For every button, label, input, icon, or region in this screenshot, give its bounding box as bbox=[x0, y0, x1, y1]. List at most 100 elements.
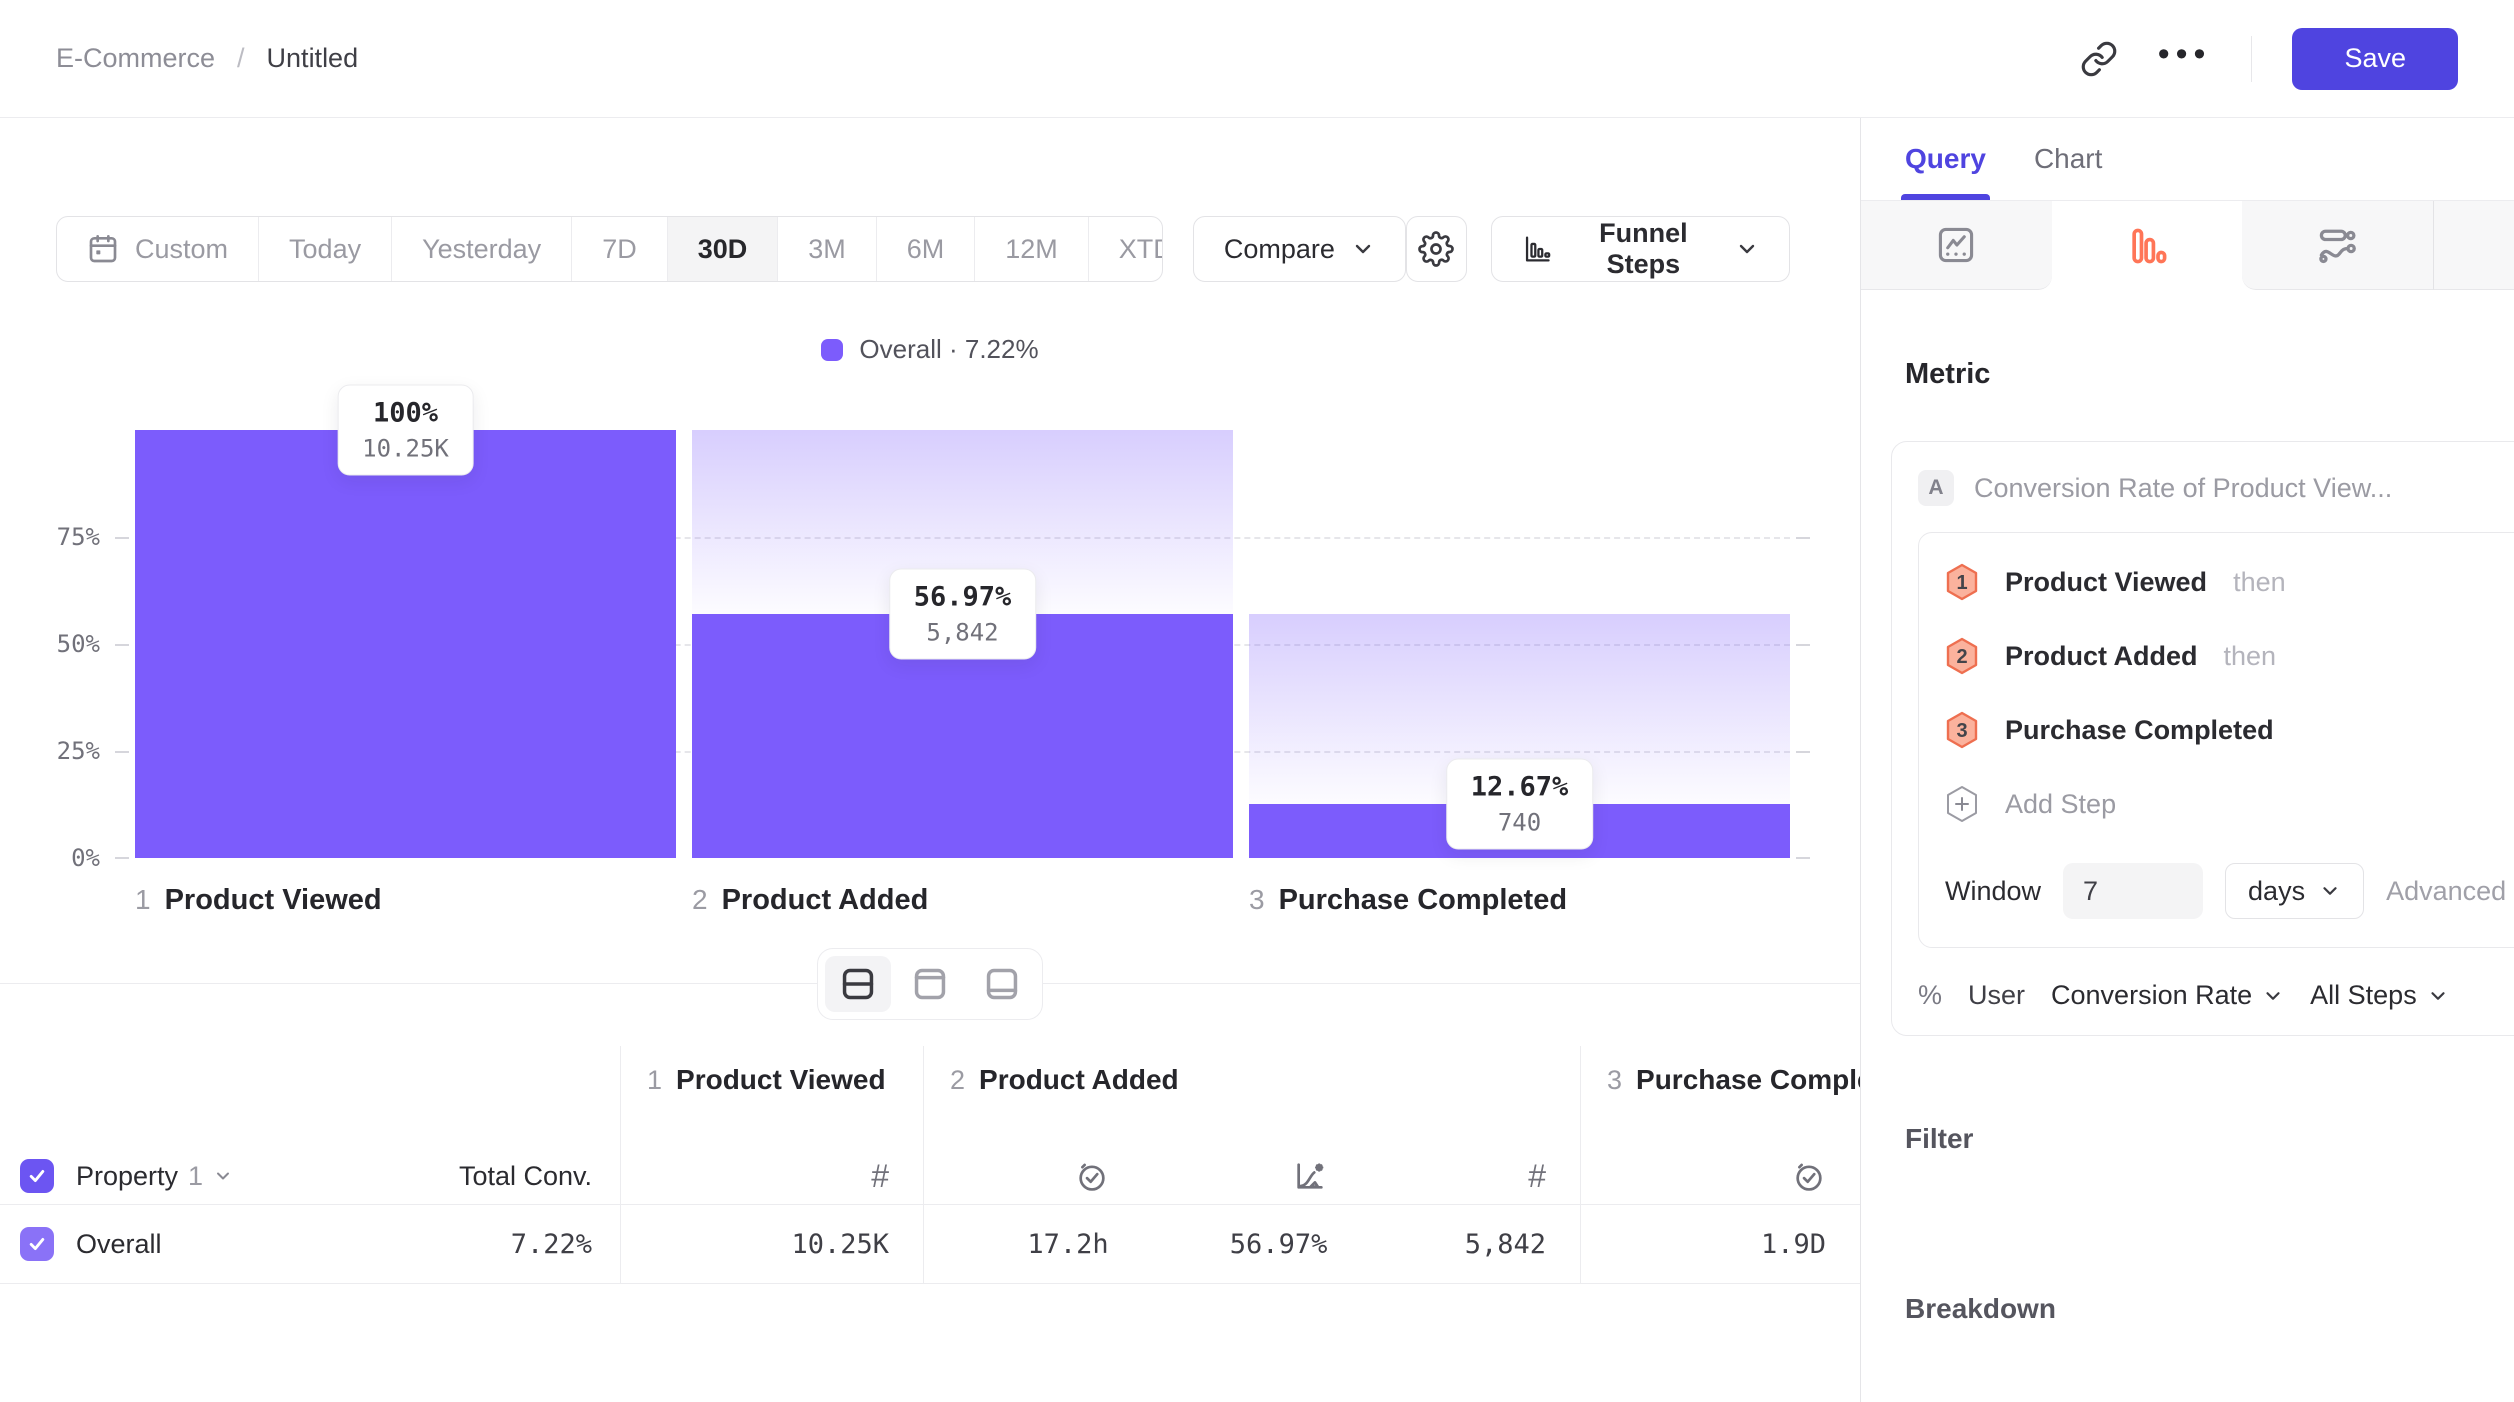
date-range-custom[interactable]: Custom bbox=[57, 217, 258, 281]
date-range-3m[interactable]: 3M bbox=[777, 217, 876, 281]
count-icon: # bbox=[1528, 1157, 1547, 1194]
step-name: Purchase Completed bbox=[1278, 884, 1568, 916]
avg-time-metric-header[interactable] bbox=[924, 1159, 1143, 1193]
bar-value-badge: 56.97% 5,842 bbox=[888, 568, 1037, 660]
date-range-today[interactable]: Today bbox=[258, 217, 391, 281]
chart-type-funnels-selected[interactable] bbox=[2051, 201, 2243, 290]
row-name: Overall bbox=[76, 1228, 162, 1259]
gridline-75 bbox=[135, 537, 1790, 539]
layout-toggle-group bbox=[817, 948, 1043, 1020]
date-range-xtd[interactable]: XTD bbox=[1087, 217, 1162, 281]
avg-time-metric-header[interactable] bbox=[1581, 1159, 1860, 1193]
add-step-label: Add Step bbox=[2005, 788, 2117, 819]
compare-button[interactable]: Compare bbox=[1192, 216, 1406, 282]
select-all-checkbox[interactable] bbox=[20, 1159, 54, 1193]
legend-swatch bbox=[821, 338, 844, 361]
step-name: Product Viewed bbox=[164, 884, 382, 916]
table-header-step-2: 2 Product Added # bbox=[924, 1046, 1580, 1204]
topbar-divider bbox=[2251, 35, 2253, 82]
chevron-down-icon bbox=[217, 1172, 230, 1180]
step-number: 3 bbox=[1249, 884, 1265, 915]
metric-series-row[interactable]: A Conversion Rate of Product View... bbox=[1918, 470, 2514, 506]
count-metric-header[interactable]: # bbox=[1361, 1158, 1580, 1195]
chevron-down-icon bbox=[2431, 991, 2445, 1000]
date-range-12m[interactable]: 12M bbox=[974, 217, 1088, 281]
date-range-label: Yesterday bbox=[422, 233, 542, 264]
table-header-step-1: 1 Product Viewed # bbox=[621, 1046, 923, 1204]
breadcrumb-report-title[interactable]: Untitled bbox=[266, 43, 359, 73]
tab-chart[interactable]: Chart bbox=[2033, 143, 2103, 174]
funnel-step-2[interactable]: 2 Product Added then bbox=[1945, 637, 2514, 675]
funnel-step-1[interactable]: 1 Product Viewed then bbox=[1945, 563, 2514, 601]
date-range-6m[interactable]: 6M bbox=[875, 217, 975, 281]
table-row-overall[interactable]: Overall 7.22% bbox=[0, 1204, 620, 1284]
funnel-step-3[interactable]: 3 Purchase Completed bbox=[1945, 711, 2514, 749]
top-panel-icon bbox=[914, 968, 946, 1000]
chart-view-selector[interactable]: Funnel Steps bbox=[1490, 216, 1790, 282]
measure-entity[interactable]: User bbox=[1968, 980, 2026, 1010]
gear-icon bbox=[1418, 231, 1455, 267]
y-tick bbox=[1796, 857, 1810, 859]
step-then-label: then bbox=[2233, 566, 2286, 597]
count-icon: # bbox=[871, 1157, 889, 1194]
date-range-30d-selected[interactable]: 30D bbox=[666, 217, 778, 281]
svg-text:2: 2 bbox=[1956, 646, 1967, 668]
y-tick bbox=[1796, 751, 1810, 753]
funnel-chart: 75% 50% 25% 0% 100% 10.25K bbox=[57, 384, 1810, 917]
date-range-7d[interactable]: 7D bbox=[571, 217, 667, 281]
tab-query[interactable]: Query bbox=[1901, 118, 1990, 200]
metric-card: A Conversion Rate of Product View... 1 P… bbox=[1891, 441, 2514, 1036]
flows-icon bbox=[2319, 229, 2357, 264]
conversion-rate-metric-header[interactable] bbox=[1143, 1159, 1362, 1193]
advanced-toggle[interactable]: Advanced bbox=[2386, 876, 2514, 907]
copy-link-icon[interactable] bbox=[2080, 40, 2118, 78]
date-range-group: Custom Today Yesterday 7D 30D 3M 6M 12M … bbox=[56, 216, 1163, 282]
window-unit-select[interactable]: days bbox=[2225, 863, 2365, 919]
x-axis-step-1: 1 Product Viewed bbox=[135, 884, 676, 917]
breadcrumb-separator: / bbox=[237, 43, 245, 73]
more-actions-icon[interactable]: ••• bbox=[2157, 34, 2212, 73]
bar-count-label: 740 bbox=[1497, 808, 1542, 837]
column-step-name: Product Added bbox=[979, 1064, 1179, 1095]
save-button[interactable]: Save bbox=[2292, 27, 2458, 90]
chart-type-insights[interactable] bbox=[1861, 201, 2052, 290]
property-selector-label[interactable]: Property bbox=[76, 1160, 179, 1191]
date-range-yesterday[interactable]: Yesterday bbox=[391, 217, 571, 281]
chart-type-more[interactable] bbox=[2432, 201, 2514, 290]
row-checkbox[interactable] bbox=[20, 1227, 54, 1261]
add-step-button[interactable]: Add Step bbox=[1945, 785, 2514, 823]
compare-label: Compare bbox=[1223, 233, 1335, 264]
funnel-bar-step-1[interactable]: 100% 10.25K bbox=[135, 384, 676, 858]
count-metric-header[interactable]: # bbox=[621, 1158, 923, 1195]
funnel-bar-step-3[interactable]: 12.67% 740 bbox=[1249, 430, 1790, 858]
check-icon bbox=[29, 1238, 45, 1250]
step-event-name: Product Added bbox=[2005, 640, 2198, 671]
measure-type-dropdown[interactable]: Conversion Rate bbox=[2051, 980, 2284, 1011]
x-axis-step-2: 2 Product Added bbox=[692, 884, 1233, 917]
layout-chart-only-button[interactable] bbox=[897, 956, 963, 1012]
more-charts-icon bbox=[2507, 223, 2514, 267]
bar-value-badge: 100% 10.25K bbox=[337, 384, 474, 476]
layout-table-only-button[interactable] bbox=[969, 956, 1035, 1012]
chart-type-flows[interactable] bbox=[2242, 201, 2433, 290]
bar-count-label: 10.25K bbox=[362, 434, 449, 463]
funnel-table: Property 1 Total Conv. Overall 7.22% bbox=[0, 1046, 1860, 1284]
measure-scope-dropdown[interactable]: All Steps bbox=[2310, 980, 2449, 1011]
step-1-count: 10.25K bbox=[791, 1228, 889, 1260]
y-axis-label: 75% bbox=[56, 523, 100, 551]
series-title: Conversion Rate of Product View... bbox=[1974, 472, 2393, 503]
chart-legend: Overall · 7.22% bbox=[0, 334, 1860, 365]
funnel-chart-icon bbox=[1525, 236, 1550, 262]
step-number-badge: 3 bbox=[1946, 711, 1978, 749]
layout-split-view-button[interactable] bbox=[825, 956, 891, 1012]
funnel-bar-step-2[interactable]: 56.97% 5,842 bbox=[692, 430, 1233, 858]
y-axis-label: 50% bbox=[56, 630, 100, 658]
breadcrumb-project[interactable]: E-Commerce bbox=[56, 43, 216, 73]
date-range-label: 6M bbox=[906, 233, 945, 264]
window-value-input[interactable] bbox=[2063, 863, 2204, 919]
chart-settings-button[interactable] bbox=[1405, 216, 1467, 282]
date-range-label: 3M bbox=[808, 233, 846, 264]
total-conversion-header[interactable]: Total Conv. bbox=[458, 1160, 592, 1191]
y-tick bbox=[115, 537, 129, 539]
chevron-down-icon bbox=[1739, 244, 1755, 254]
